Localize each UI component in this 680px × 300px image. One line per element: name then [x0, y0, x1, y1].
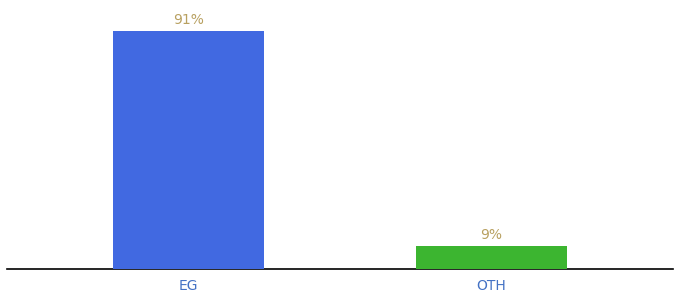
Bar [113, 31, 265, 269]
Bar [415, 246, 567, 269]
Text: 91%: 91% [173, 13, 204, 27]
Text: 9%: 9% [480, 228, 503, 242]
